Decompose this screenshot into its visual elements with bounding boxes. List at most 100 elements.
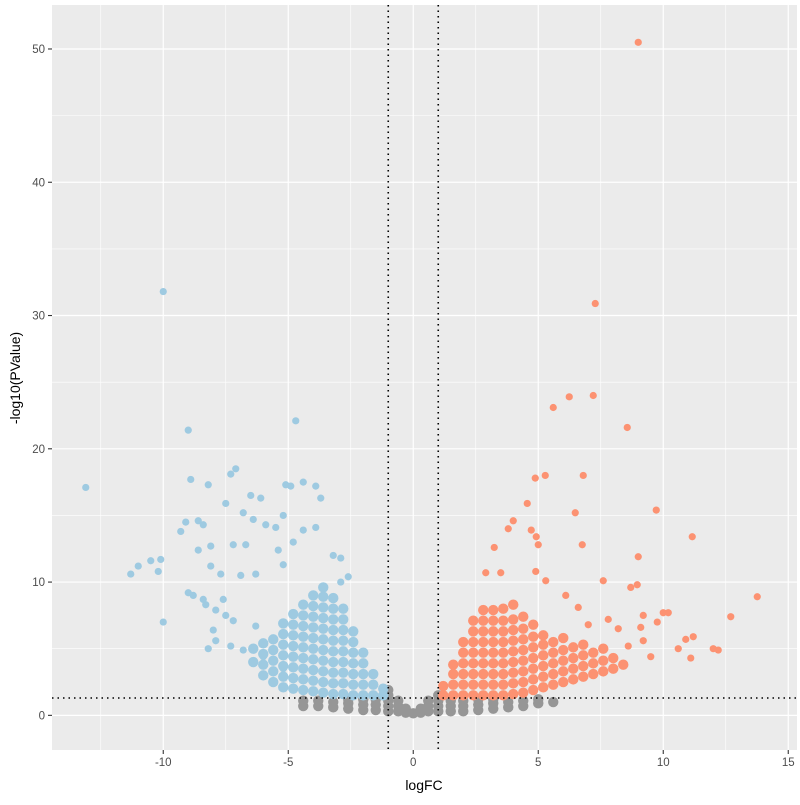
point-up (674, 645, 682, 653)
point-up (488, 658, 499, 669)
point-down (279, 561, 287, 569)
point-up (538, 630, 549, 641)
point-down (298, 652, 309, 664)
point-down (212, 637, 220, 645)
point-up (574, 603, 582, 611)
point-down (299, 526, 307, 534)
point-up (488, 636, 499, 648)
point-down (338, 656, 349, 668)
point-up (652, 506, 660, 514)
point-down (288, 662, 299, 673)
point-up (558, 632, 569, 644)
point-up (538, 671, 549, 682)
point-down (348, 626, 359, 637)
point-down (308, 590, 319, 601)
point-up (458, 690, 469, 701)
point-down (189, 591, 197, 600)
point-up (508, 656, 519, 668)
point-up (689, 633, 697, 641)
point-up (528, 684, 539, 696)
point-up (639, 611, 647, 619)
point-down (318, 676, 329, 688)
point-up (468, 690, 479, 701)
point-down (358, 647, 369, 658)
point-up (634, 38, 642, 46)
point-up (488, 668, 499, 680)
point-down (258, 638, 269, 649)
point-down (177, 527, 185, 536)
point-down (348, 679, 359, 690)
point-down (312, 523, 320, 532)
point-up (508, 614, 519, 625)
point-up (498, 615, 509, 626)
point-up (518, 634, 529, 645)
point-up (528, 674, 539, 685)
point-down (318, 623, 329, 634)
point-up (508, 667, 519, 678)
point-down (268, 666, 279, 677)
point-up (482, 569, 490, 577)
point-down (288, 672, 299, 684)
point-up (478, 679, 489, 690)
point-up (458, 658, 469, 669)
point-down (259, 653, 267, 661)
point-down (337, 578, 345, 586)
point-down (328, 614, 339, 625)
point-up (558, 666, 569, 677)
point-down (222, 499, 230, 508)
point-down (157, 555, 165, 564)
point-down (328, 646, 339, 657)
gridlines (52, 5, 797, 750)
point-up (639, 637, 647, 645)
point-up (568, 663, 579, 674)
point-up (571, 509, 579, 517)
point-down (252, 622, 260, 630)
point-up (588, 658, 599, 669)
point-up (627, 583, 635, 592)
point-down (82, 483, 90, 492)
point-up (688, 533, 696, 541)
point-up (448, 659, 459, 670)
point-down (308, 622, 319, 633)
point-up (438, 690, 449, 701)
point-up (584, 621, 592, 629)
point-up (541, 471, 549, 480)
point-down (308, 654, 319, 665)
point-down (288, 683, 299, 694)
point-up (528, 642, 539, 653)
point-up (518, 611, 529, 622)
point-up (578, 650, 589, 661)
point-down (227, 642, 235, 650)
point-down (207, 562, 215, 570)
point-up (565, 393, 573, 401)
point-down (318, 634, 329, 645)
point-up (608, 652, 619, 664)
point-up (504, 525, 512, 533)
point-up (478, 668, 489, 680)
point-down (368, 690, 379, 701)
point-up (488, 604, 499, 616)
point-down (287, 482, 295, 490)
point-up (528, 652, 539, 664)
point-up (458, 668, 469, 680)
point-up (458, 679, 469, 690)
point-up (478, 658, 489, 669)
point-up (598, 666, 609, 677)
point-up (448, 668, 459, 680)
point-down (338, 635, 349, 646)
point-down (338, 688, 349, 700)
data-points (82, 38, 761, 719)
point-down (269, 655, 277, 663)
point-down (328, 688, 339, 700)
point-up (753, 593, 761, 601)
point-up (518, 623, 529, 634)
point-ns (328, 696, 339, 708)
point-down (348, 690, 359, 701)
point-down (279, 511, 287, 520)
point-up (598, 655, 609, 666)
point-down (288, 651, 299, 662)
point-up (448, 679, 459, 690)
y-tick-label: 20 (32, 444, 45, 456)
point-up (659, 609, 667, 617)
point-down (328, 667, 339, 678)
